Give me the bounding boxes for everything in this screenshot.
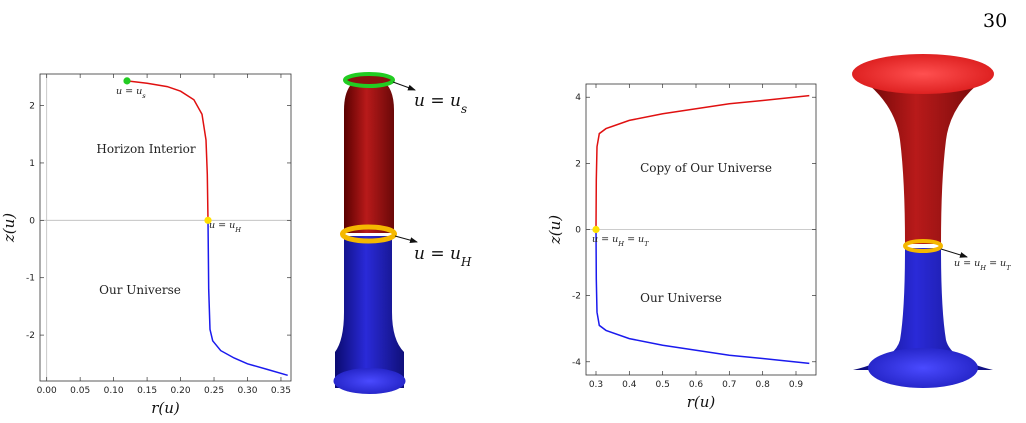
tube-right-3d: u = uH = uT: [852, 54, 1011, 388]
x-tick-label: 0.30: [237, 386, 257, 396]
x-tick-label: 0.05: [70, 386, 90, 396]
series-line-1: [207, 220, 288, 377]
x-tick-label: 0.35: [271, 386, 291, 396]
series-line-1: [595, 229, 810, 365]
region-annotation: Our Universe: [640, 291, 722, 305]
y-axis-label: z(u): [546, 215, 564, 245]
y-tick-label: -2: [572, 292, 581, 302]
y-tick-label: 2: [575, 159, 581, 169]
y-tick-label: 0: [29, 216, 35, 226]
y-tick-label: -4: [572, 358, 581, 368]
x-tick-label: 0.00: [37, 386, 57, 396]
marked-point: [123, 77, 131, 85]
tube-right-blue-bowl: [868, 348, 978, 388]
x-tick-label: 0.9: [789, 380, 804, 390]
region-annotation: Copy of Our Universe: [640, 161, 772, 175]
x-tick-label: 0.7: [722, 380, 736, 390]
tube-left-arrow-top: [392, 81, 416, 91]
tube-left-red-body: [344, 76, 394, 233]
chart-left: 0.00 0.05 0.10 0.15 0.20 0.25 0.30 0.35 -2 -1 0 1 2 r…: [0, 73, 292, 417]
tube-left-blue-body: [335, 236, 404, 388]
tube-right-arrow: [940, 248, 968, 258]
y-tick-label: -1: [26, 274, 35, 284]
tube-right-red-bowl: [852, 54, 994, 94]
marked-point: [204, 216, 212, 224]
x-axis-label: r(u): [687, 393, 716, 411]
tube-left-arrow-mid: [394, 235, 418, 244]
y-tick-label: 4: [575, 93, 581, 103]
y-axis-label: z(u): [0, 213, 18, 243]
x-axis-label: r(u): [151, 399, 180, 417]
region-annotation: Horizon Interior: [96, 142, 196, 156]
y-tick-label: 0: [575, 226, 581, 236]
tube-left-label-us: u = us: [414, 91, 467, 116]
point-label: u = uH = uT: [592, 234, 649, 248]
tube-right-blue-body: [853, 248, 993, 370]
page-number: 30: [983, 10, 1008, 32]
tube-left-blue-base: [333, 368, 406, 394]
tube-right-label: u = uH = uT: [954, 258, 1011, 272]
tube-left-label-uh: u = uH: [414, 244, 472, 269]
x-tick-label: 0.20: [171, 386, 191, 396]
x-tick-label: 0.4: [622, 380, 637, 390]
series-line-0: [126, 80, 209, 221]
x-tick-label: 0.6: [689, 380, 704, 390]
x-tick-label: 0.8: [756, 380, 771, 390]
y-tick-label: 1: [29, 159, 35, 169]
chart-right: 0.3 0.4 0.5 0.6 0.7 0.8 0.9 -4 -2 0 2 4 r(u) z(u) Copy…: [546, 83, 817, 411]
x-tick-label: 0.5: [656, 380, 670, 390]
x-tick-label: 0.15: [137, 386, 157, 396]
tube-left-green-ring: [343, 72, 395, 88]
y-tick-label: 2: [29, 102, 35, 112]
marked-point: [592, 225, 600, 234]
x-tick-label: 0.3: [589, 380, 603, 390]
tube-left-yellow-ring: [340, 224, 397, 244]
region-annotation: Our Universe: [99, 283, 181, 297]
series-line-0: [595, 94, 810, 230]
point-label: u = uH: [209, 220, 241, 234]
y-tick-label: -2: [26, 331, 35, 341]
x-tick-label: 0.25: [204, 386, 224, 396]
tube-right-yellow-ring: [903, 239, 943, 253]
point-label: u = us: [116, 86, 146, 100]
x-tick-label: 0.10: [104, 386, 124, 396]
plot-frame: [39, 73, 292, 382]
tube-right-red-body: [852, 72, 994, 244]
tube-left-3d: u = us u = uH: [333, 72, 472, 394]
